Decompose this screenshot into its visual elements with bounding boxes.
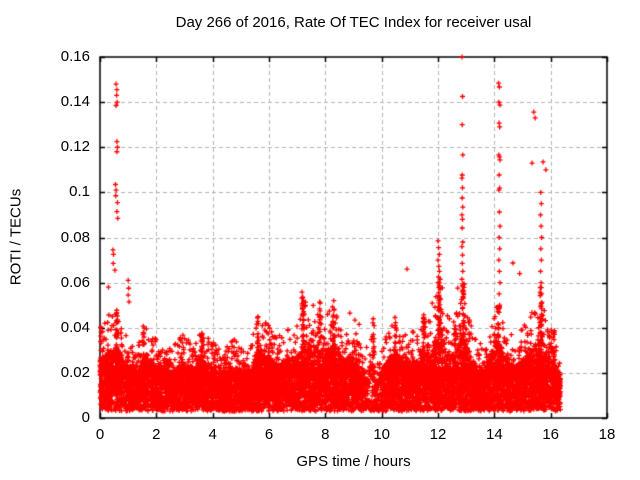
- x-tick-label: 12: [429, 426, 447, 443]
- y-tick-label: 0.14: [60, 93, 90, 111]
- x-tick-label: 8: [321, 426, 330, 443]
- x-tick-label: 2: [152, 426, 161, 443]
- x-tick-label: 18: [598, 426, 616, 443]
- y-tick-label: 0.04: [60, 318, 90, 336]
- x-axis-label: GPS time / hours: [296, 453, 411, 470]
- x-tick-label: 16: [542, 426, 559, 443]
- x-tick-label: 6: [264, 426, 274, 443]
- x-tick-label: 10: [373, 426, 390, 443]
- x-tick-label: 4: [208, 426, 217, 443]
- chart-title: Day 266 of 2016, Rate Of TEC Index for r…: [175, 14, 532, 31]
- y-tick-label: 0: [81, 409, 90, 426]
- y-tick-label: 0.06: [60, 273, 90, 291]
- x-tick-label: 14: [485, 426, 503, 443]
- y-tick-label: 0.1: [69, 183, 90, 201]
- y-tick-label: 0.02: [60, 363, 90, 381]
- y-tick-label: 0.08: [60, 228, 90, 246]
- y-tick-label: 0.12: [60, 138, 90, 156]
- y-tick-label: 0.16: [60, 48, 90, 65]
- x-tick-label: 0: [95, 426, 105, 443]
- y-axis-label: ROTI / TECUs: [7, 188, 25, 286]
